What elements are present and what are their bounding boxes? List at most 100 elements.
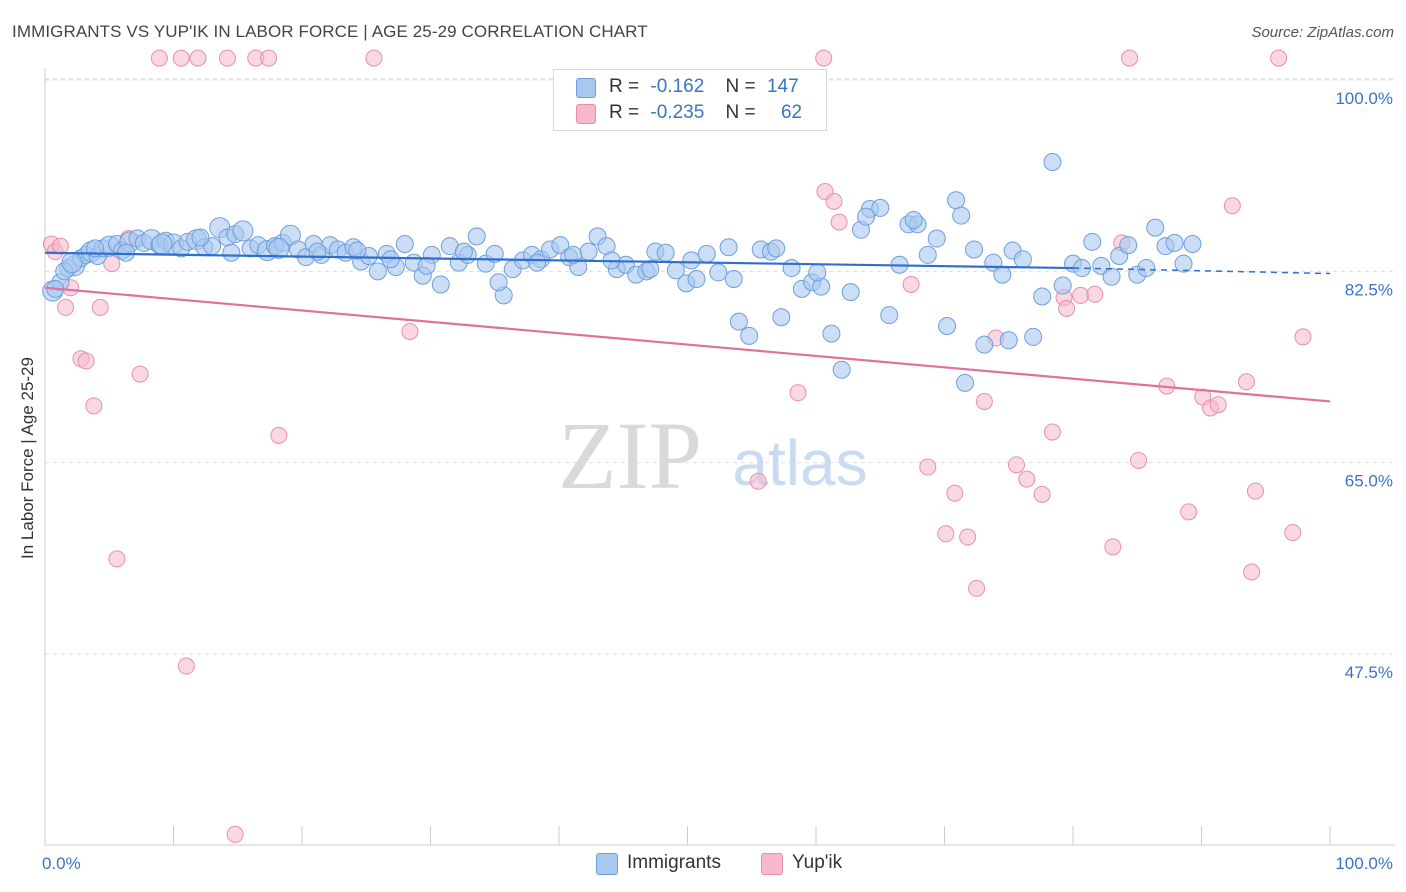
yupik-point	[218, 49, 236, 67]
immigrants-point	[232, 220, 254, 242]
immigrants-point	[938, 317, 957, 335]
y-tick-label: 65.0%	[1345, 472, 1393, 491]
yupik-point	[57, 298, 75, 316]
yupik-point	[131, 365, 149, 383]
immigrants-point	[841, 283, 860, 302]
yupik-point	[1104, 538, 1122, 556]
tick-labels: 100.0% 82.5% 65.0% 47.5% 0.0% 100.0%	[42, 89, 1393, 873]
immigrants-point	[952, 206, 971, 225]
yupik-point	[1058, 300, 1076, 318]
immigrants-point	[1013, 250, 1032, 269]
x-tick-label: 0.0%	[42, 854, 81, 873]
axes	[44, 68, 1395, 846]
immigrants-point	[222, 243, 241, 262]
immigrants-point	[191, 228, 210, 247]
yupik-point	[1043, 423, 1061, 441]
immigrants-point	[1102, 267, 1121, 286]
immigrants-point	[724, 269, 743, 288]
immigrants-point	[999, 331, 1018, 350]
immigrants-point	[767, 239, 786, 258]
immigrants-point	[528, 253, 547, 272]
immigrants-point	[1024, 327, 1043, 346]
grid-lines	[45, 78, 1395, 655]
immigrants-point	[975, 335, 994, 354]
yupik-point	[830, 213, 848, 231]
yupik-point	[226, 825, 244, 843]
yupik-point	[91, 298, 109, 316]
immigrants-point	[687, 269, 706, 288]
legend-label-immigrants: Immigrants	[627, 852, 721, 873]
immigrants-point	[348, 241, 367, 260]
legend-r-value: -0.235	[650, 102, 705, 123]
immigrants-point	[551, 236, 570, 255]
y-tick-label: 47.5%	[1345, 663, 1393, 682]
yupik-point	[1284, 524, 1302, 542]
legend-n-value: 62	[780, 102, 803, 123]
immigrants-point	[904, 210, 923, 229]
x-tick-label: 100.0%	[1335, 854, 1393, 873]
immigrants-trend-line	[44, 251, 1074, 270]
immigrants-point	[116, 243, 135, 262]
immigrants-point	[151, 233, 173, 255]
legend-stats-yupik: R = -0.235 N = 62	[609, 102, 802, 124]
yupik-point	[946, 484, 964, 502]
yupik-point	[1007, 456, 1025, 474]
immigrants-point	[871, 198, 890, 217]
yupik-point	[975, 392, 993, 410]
legend-r-label: R =	[609, 102, 640, 123]
yupik-point	[1033, 485, 1051, 503]
yupik-point	[51, 237, 69, 255]
immigrants-point	[1119, 236, 1138, 255]
trend-lines	[44, 251, 1331, 403]
immigrants-point	[579, 242, 598, 261]
immigrants-point	[1183, 235, 1202, 253]
immigrants-point	[808, 263, 827, 282]
immigrants-point	[782, 259, 801, 278]
yupik-point	[1086, 285, 1104, 303]
yupik-point	[937, 525, 955, 543]
immigrants-point	[947, 191, 966, 210]
immigrants-point	[697, 244, 716, 263]
immigrants-point	[918, 245, 937, 264]
legend-r-value: -0.162	[650, 76, 705, 97]
immigrants-point	[1083, 232, 1102, 251]
legend-stats-immigrants: R = -0.162 N = 147	[609, 76, 799, 98]
watermark: ZIP atlas	[558, 402, 868, 509]
immigrants-point	[395, 235, 414, 253]
immigrants-point	[641, 260, 660, 279]
immigrants-point	[1137, 259, 1156, 278]
immigrants-point	[956, 373, 975, 392]
yupik-point	[1130, 451, 1148, 469]
yupik-point	[77, 352, 95, 370]
legend-swatch-immigrants	[576, 78, 596, 98]
immigrants-point	[467, 227, 486, 246]
immigrants-point	[61, 252, 83, 274]
yupik-point	[1246, 482, 1264, 500]
watermark-atlas: atlas	[732, 427, 867, 499]
yupik-point	[108, 550, 126, 568]
yupik-point	[1180, 503, 1198, 521]
yupik-point	[260, 49, 278, 67]
immigrants-point	[993, 265, 1012, 284]
immigrants-point	[417, 256, 436, 275]
immigrants-point	[1146, 218, 1165, 237]
immigrants-point	[268, 237, 290, 259]
yupik-point	[1270, 49, 1288, 67]
yupik-point	[177, 657, 195, 675]
immigrants-point	[1043, 153, 1062, 171]
immigrants-point	[454, 242, 473, 261]
yupik-point	[1294, 328, 1312, 346]
stats-legend: R = -0.162 N = 147 R = -0.235 N = 62	[553, 69, 827, 131]
immigrants-point	[1165, 233, 1184, 252]
legend-n-value: 147	[766, 76, 799, 97]
immigrants-point	[1033, 287, 1052, 306]
yupik-points	[42, 49, 1312, 843]
immigrants-point	[832, 360, 851, 379]
yupik-point	[815, 49, 833, 67]
immigrants-point	[682, 251, 701, 270]
yupik-point	[172, 49, 190, 67]
immigrants-point	[927, 229, 946, 248]
yupik-point	[189, 49, 207, 67]
yupik-point	[1209, 396, 1227, 414]
y-tick-label: 100.0%	[1335, 89, 1393, 108]
